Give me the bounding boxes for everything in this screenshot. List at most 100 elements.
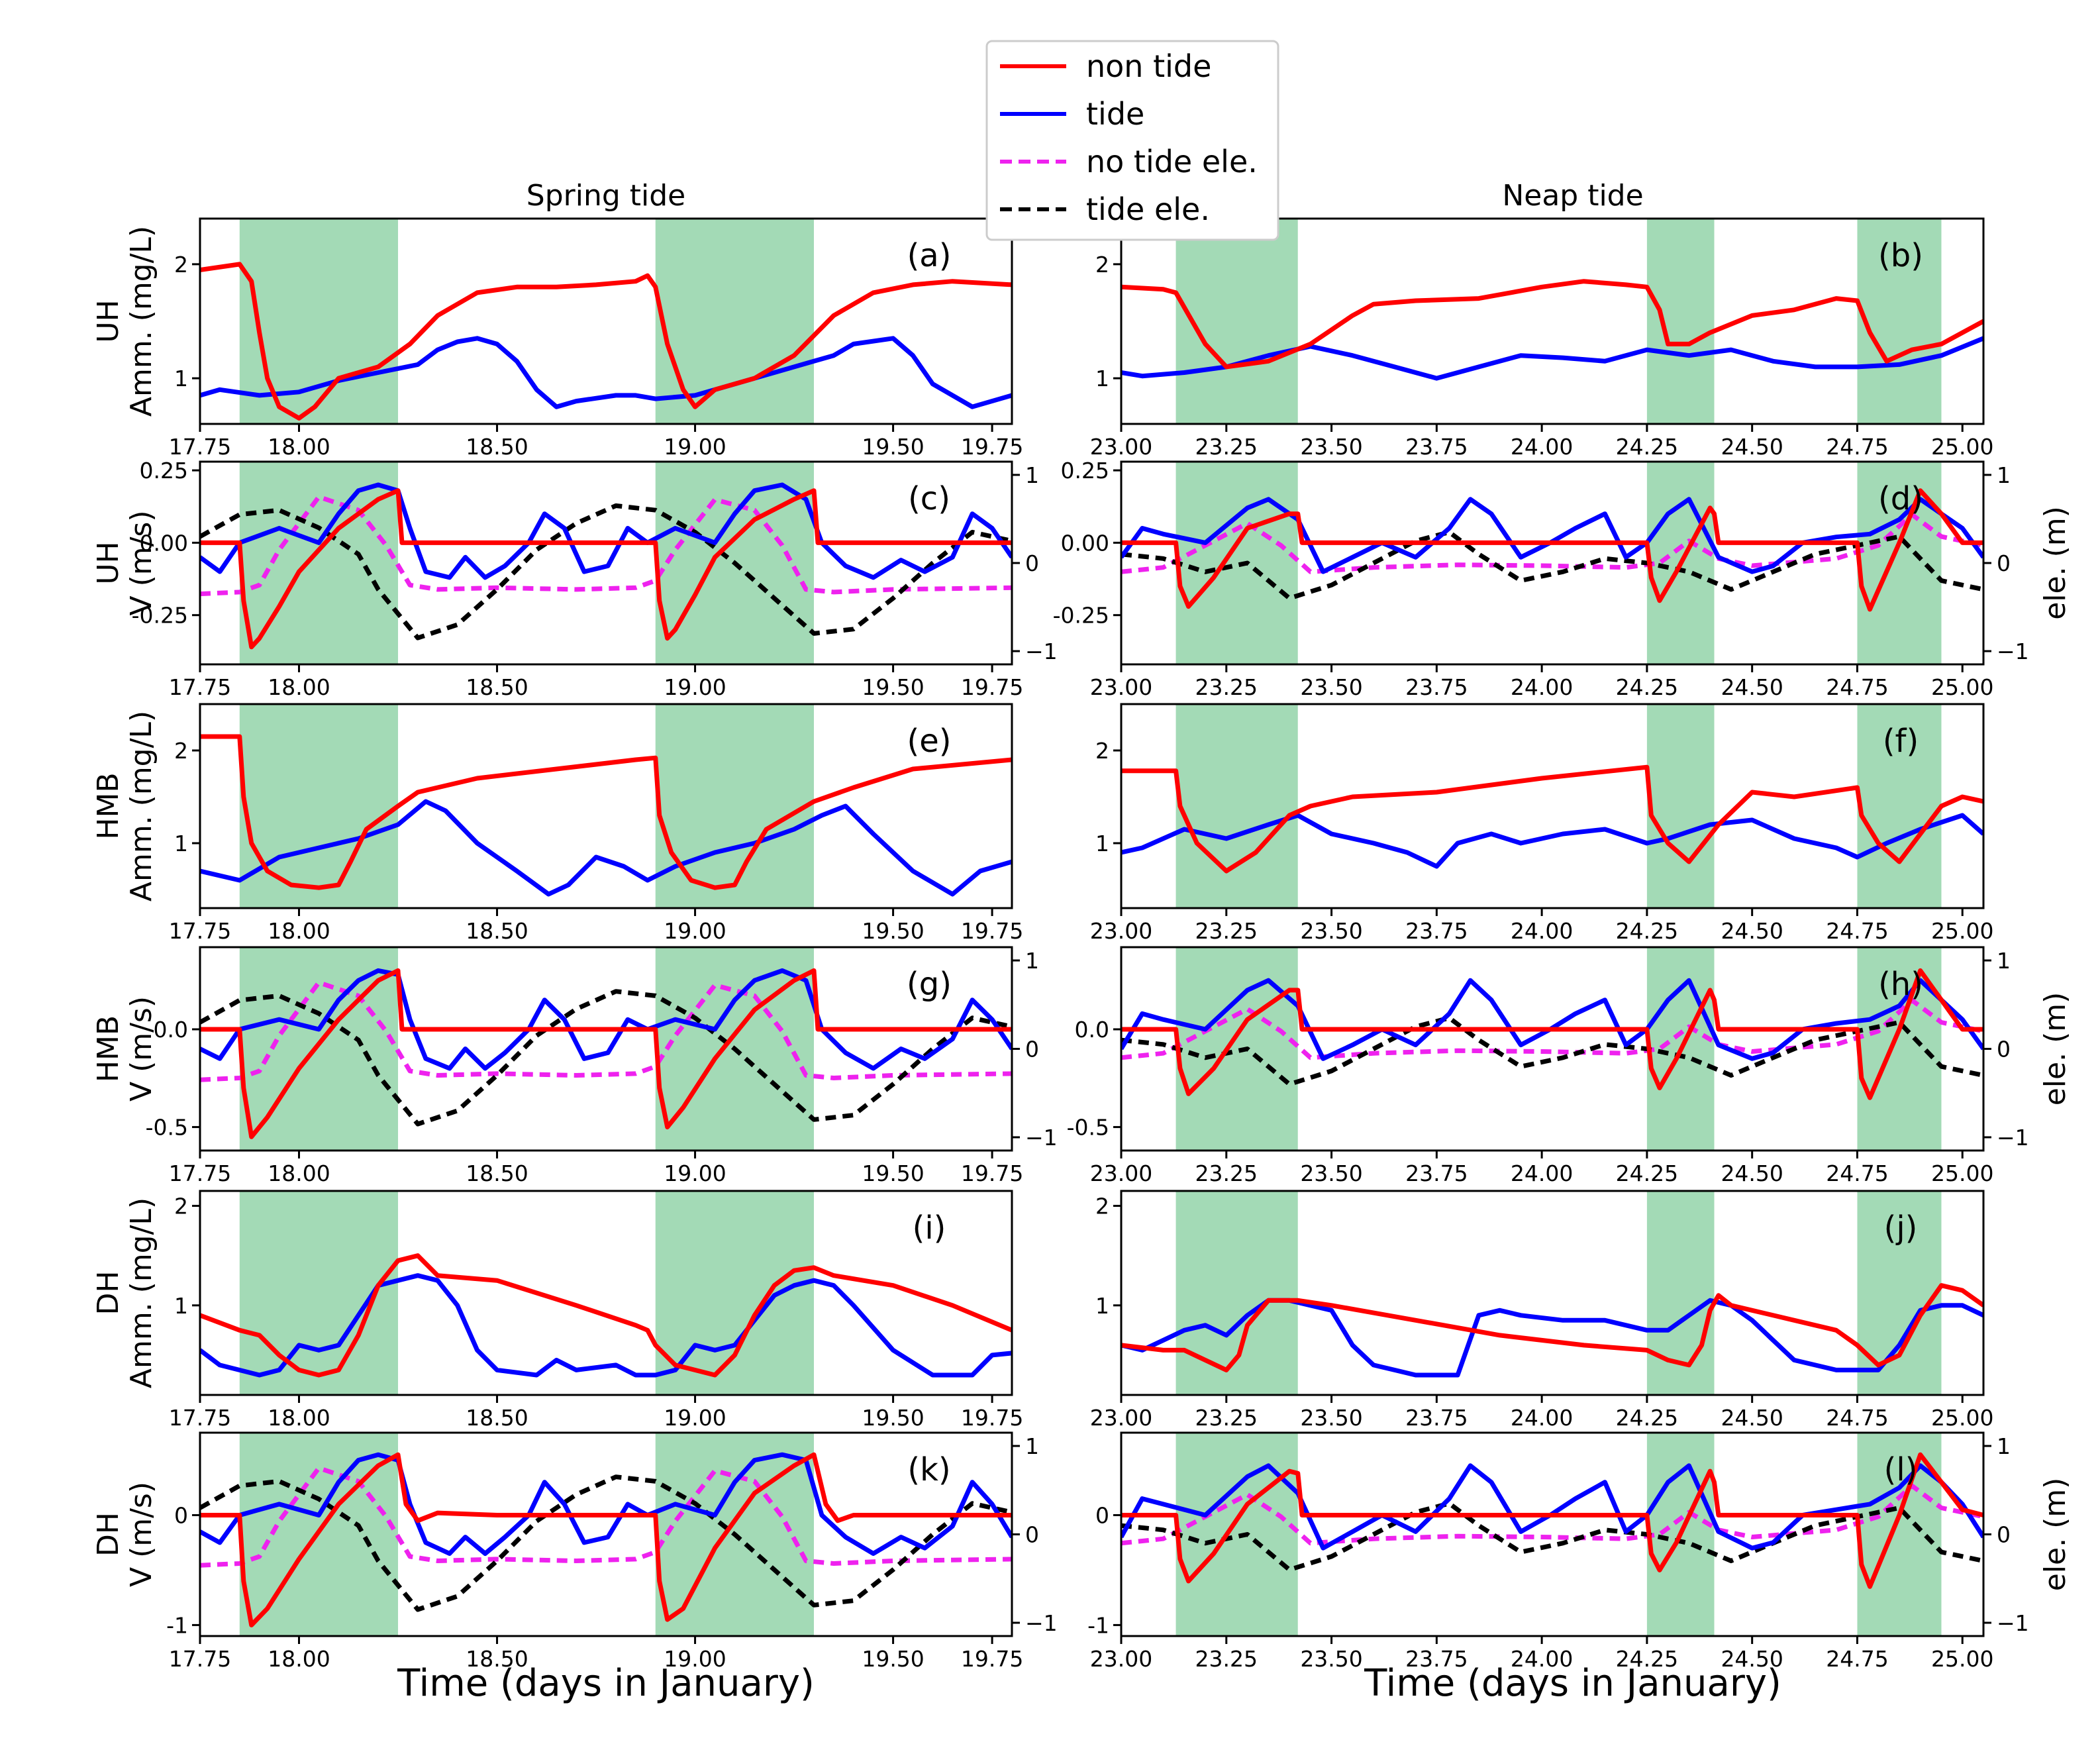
panel-a-xtick-label: 19.00 xyxy=(664,434,726,460)
panel-k: 17.75 18.00 18.50 19.00 19.50 19.75 0 -1 1 0 −1 (k) xyxy=(166,1431,1058,1672)
panel-k-series-tide-ele xyxy=(200,1474,1012,1612)
panel-j-series-non-tide xyxy=(1121,1283,1983,1372)
panel-b-shaded-window-0 xyxy=(1175,219,1298,424)
panel-f-xtick-label: 24.25 xyxy=(1616,918,1678,944)
panel-h-xtick-label: 23.75 xyxy=(1405,1160,1468,1186)
panel-b-xtick-label: 25.00 xyxy=(1931,434,1993,460)
panel-a-xtick-label: 19.75 xyxy=(961,434,1023,460)
panel-f-xtick-label: 23.50 xyxy=(1300,918,1362,944)
panel-c-series-non-tide xyxy=(200,488,1012,650)
panel-f-frame xyxy=(1120,703,1985,909)
panel-i-frame xyxy=(199,1190,1013,1396)
panel-g-series-non-tide xyxy=(200,968,1012,1139)
panel-k-xtick-label: 19.50 xyxy=(862,1646,924,1672)
panel-l-xtick-label: 24.75 xyxy=(1826,1646,1888,1672)
panel-b-xtick-label: 23.00 xyxy=(1090,434,1152,460)
panel-g-xtick-label: 17.75 xyxy=(169,1160,231,1186)
panel-b-frame xyxy=(1120,217,1985,425)
panel-g-y2tick-label: −1 xyxy=(1025,1125,1058,1151)
panel-f-xtick-label: 24.75 xyxy=(1826,918,1888,944)
panel-l-xtick-label: 25.00 xyxy=(1931,1646,1993,1672)
panel-a-frame xyxy=(199,217,1013,425)
row-label-variable: V (m/s) xyxy=(125,996,158,1102)
panel-k-y2tick-label: −1 xyxy=(1025,1610,1058,1636)
panel-c-xtick-label: 18.00 xyxy=(268,674,330,700)
panel-j: 23.00 23.25 23.50 23.75 24.00 24.25 24.50 24.75… xyxy=(1090,1190,1993,1431)
x-axis-label-spring: Time (days in January) xyxy=(397,1662,815,1705)
panel-c-xtick-label: 19.00 xyxy=(664,674,726,700)
panel-a-ytick-label: 1 xyxy=(174,366,188,391)
panel-j-xtick-label: 24.25 xyxy=(1616,1405,1678,1431)
panel-l-xtick-label: 24.25 xyxy=(1616,1646,1678,1672)
panel-g-series-tide xyxy=(200,968,1012,1071)
panel-h-xtick-label: 24.50 xyxy=(1721,1160,1783,1186)
panel-c-xtick-label: 19.50 xyxy=(862,674,924,700)
panel-i-xtick-label: 19.00 xyxy=(664,1405,726,1431)
panel-h-series-no-tide-ele xyxy=(1121,998,1983,1060)
panel-g-label: (g) xyxy=(907,966,952,1003)
row-label-site: HMB xyxy=(91,772,125,839)
panel-i-xtick-label: 18.50 xyxy=(466,1405,528,1431)
panel-i-xtick-label: 19.75 xyxy=(961,1405,1023,1431)
panel-h-xtick-label: 23.00 xyxy=(1090,1160,1152,1186)
x-axis-label-neap: Time (days in January) xyxy=(1364,1662,1781,1705)
row-label-site: DH xyxy=(91,1512,125,1557)
panel-k-xtick-label: 19.00 xyxy=(664,1646,726,1672)
panel-l-xtick-label: 24.50 xyxy=(1721,1646,1783,1672)
panel-e-xtick-label: 19.75 xyxy=(961,918,1023,944)
panel-f-xtick-label: 24.00 xyxy=(1511,918,1573,944)
panel-f-xtick-label: 25.00 xyxy=(1931,918,1993,944)
panel-e-ytick-label: 2 xyxy=(174,738,188,764)
panel-k-xtick-label: 17.75 xyxy=(169,1646,231,1672)
panel-e: 17.75 18.00 18.50 19.00 19.50 19.75 1 2 (e) xyxy=(169,703,1023,944)
panel-f-ytick-label: 1 xyxy=(1095,831,1109,856)
panel-d-xtick-label: 25.00 xyxy=(1931,674,1993,700)
panel-l-y2tick-label: −1 xyxy=(1997,1610,2029,1636)
panel-j-ytick-label: 1 xyxy=(1095,1293,1109,1319)
panel-f-xtick-label: 23.25 xyxy=(1195,918,1258,944)
panel-h-xtick-label: 24.00 xyxy=(1511,1160,1573,1186)
legend-label-non-tide: non tide xyxy=(1086,48,1211,84)
panel-i-xtick-label: 18.00 xyxy=(268,1405,330,1431)
panel-d-xtick-label: 23.25 xyxy=(1195,674,1258,700)
panel-i: 17.75 18.00 18.50 19.00 19.50 19.75 1 2 (i) xyxy=(169,1190,1023,1431)
panel-i-series-tide xyxy=(200,1273,1012,1378)
panel-h-ytick-label: 0.0 xyxy=(1075,1017,1109,1043)
panel-d-ytick-label: 0.25 xyxy=(1061,458,1109,484)
column-title-spring: Spring tide xyxy=(526,179,685,213)
panel-k-ytick-label: -1 xyxy=(166,1612,188,1638)
row-label-site: UH xyxy=(91,299,125,342)
panel-f: 23.00 23.25 23.50 23.75 24.00 24.25 24.50 24.75… xyxy=(1090,703,1993,944)
panel-e-label: (e) xyxy=(907,723,952,760)
row-label-site: HMB xyxy=(91,1015,125,1082)
panel-f-shaded-window-0 xyxy=(1175,704,1298,908)
panel-f-xtick-label: 24.50 xyxy=(1721,918,1783,944)
panel-a-ytick-label: 2 xyxy=(174,252,188,278)
panel-e-shaded-window-1 xyxy=(655,704,814,908)
panel-k-y2tick-label: 0 xyxy=(1025,1522,1039,1548)
panel-a-label: (a) xyxy=(907,237,952,274)
panel-g-xtick-label: 18.50 xyxy=(466,1160,528,1186)
panel-h-y2tick-label: 1 xyxy=(1997,948,2011,974)
panel-k-xtick-label: 18.50 xyxy=(466,1646,528,1672)
panel-g-xtick-label: 19.00 xyxy=(664,1160,726,1186)
panel-a-xtick-label: 18.50 xyxy=(466,434,528,460)
panel-f-shaded-window-2 xyxy=(1857,704,1942,908)
panel-h-shaded-window-0 xyxy=(1175,947,1298,1151)
panel-a-series-tide xyxy=(200,336,1012,409)
row-label-variable: Amm. (mg/L) xyxy=(125,711,158,901)
panel-a-xtick-label: 18.00 xyxy=(268,434,330,460)
panel-h-y2tick-label: −1 xyxy=(1997,1125,2029,1151)
panel-k-series-non-tide xyxy=(200,1452,1012,1627)
legend: non tide tide no tide ele. tide ele. xyxy=(985,40,1279,241)
row-labels-layer: UH Amm. (mg/L)UH V (m/s)HMB Amm. (mg/L)HMB V… xyxy=(91,226,158,1587)
panel-c-series-tide-ele xyxy=(200,503,1012,641)
panel-e-shaded-window-0 xyxy=(239,704,399,908)
panel-h-xtick-label: 25.00 xyxy=(1931,1160,1993,1186)
panel-k-xtick-label: 19.75 xyxy=(961,1646,1023,1672)
panel-l-right-axis-label: ele. (m) xyxy=(2038,1478,2072,1592)
panel-b-series-non-tide xyxy=(1121,279,1983,370)
panel-c-xtick-label: 19.75 xyxy=(961,674,1023,700)
panel-l-series-tide xyxy=(1121,1463,1983,1551)
panel-c-y2tick-label: 0 xyxy=(1025,550,1039,576)
